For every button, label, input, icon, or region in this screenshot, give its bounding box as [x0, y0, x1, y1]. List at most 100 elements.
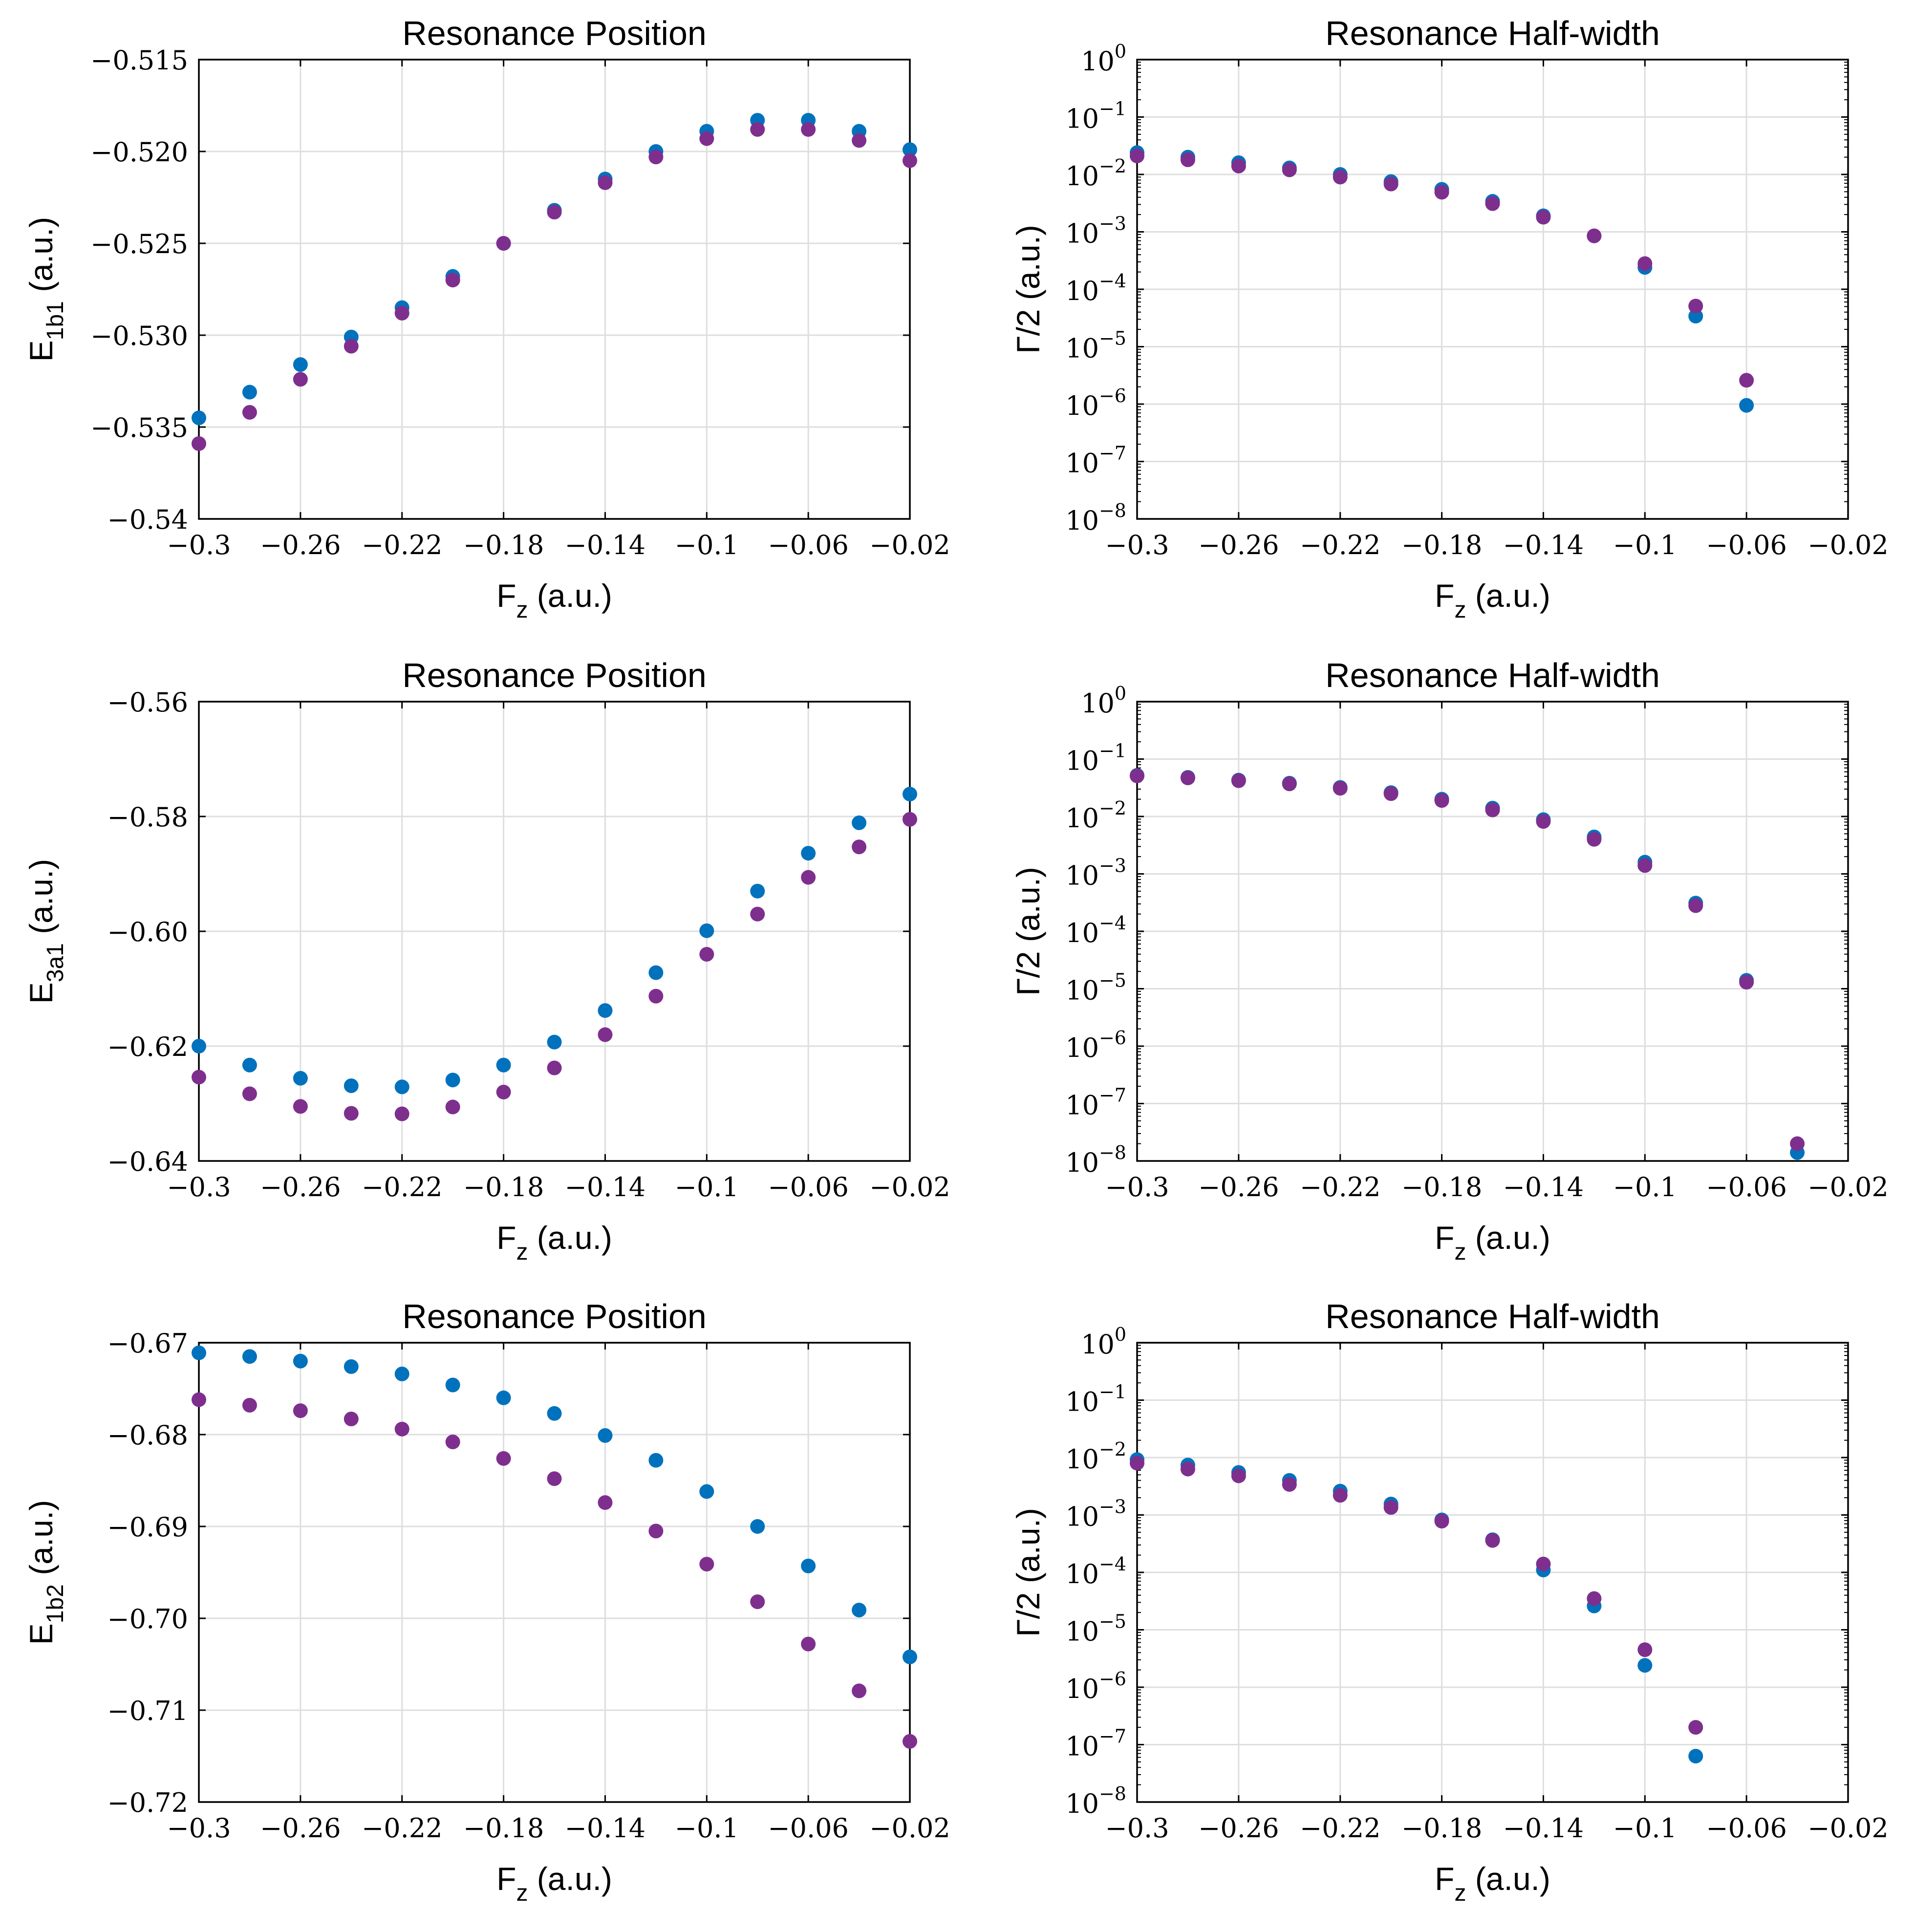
data-point-purple	[1383, 1500, 1399, 1515]
data-point-purple	[699, 1557, 714, 1572]
data-point-purple	[1282, 1477, 1297, 1492]
y-tick-label: −0.58	[108, 802, 188, 833]
y-axis-label-unit: (a.u.)	[23, 1500, 59, 1584]
y-tick-label: 10−4	[1065, 270, 1126, 306]
x-tick-label: −0.26	[260, 1172, 341, 1202]
chart-title: Resonance Half-width	[1325, 14, 1660, 52]
x-axis-label: Fz (a.u.)	[1435, 578, 1550, 623]
x-tick-label: −0.26	[1198, 1172, 1279, 1202]
y-tick-base: 10	[1065, 1444, 1099, 1475]
data-point-purple	[496, 1085, 511, 1099]
x-tick-label: −0.3	[1105, 1813, 1169, 1844]
data-point-purple	[496, 1451, 511, 1466]
data-point-purple	[699, 947, 714, 962]
x-tick-label: −0.1	[1613, 530, 1677, 560]
x-tick-label: −0.1	[675, 1172, 739, 1202]
y-tick-label: 10−2	[1065, 1438, 1126, 1475]
data-point-blue	[192, 1345, 206, 1360]
chart-panel-6: −0.3 −0.26 −0.22 −0.18 −0.14 −0.1 −0.06 −0.02 10…	[1010, 1297, 1889, 1906]
y-tick-label: −0.67	[108, 1328, 188, 1359]
data-point-purple	[1333, 1488, 1348, 1503]
y-tick-exponent: −8	[1099, 1142, 1126, 1163]
data-point-purple	[394, 1106, 409, 1121]
y-tick-label: 10−1	[1065, 1381, 1126, 1417]
chart-panel-1: −0.3 −0.26 −0.22 −0.18 −0.14 −0.1 −0.06 −0.02 −0…	[23, 14, 950, 623]
x-axis-label-unit: (a.u.)	[528, 578, 612, 614]
data-point-purple	[1485, 196, 1500, 211]
data-point-purple	[1282, 162, 1297, 177]
x-tick-label: −0.3	[167, 1813, 231, 1844]
x-tick-label: −0.06	[768, 1813, 848, 1844]
y-tick-base: 10	[1065, 803, 1099, 834]
y-tick-label: −0.69	[108, 1512, 188, 1543]
data-point-purple	[242, 1397, 257, 1413]
x-tick-label: −0.3	[167, 1172, 231, 1202]
y-tick-base: 10	[1065, 860, 1099, 891]
y-axis-label: Γ/2 (a.u.)	[1010, 1508, 1046, 1637]
x-axis-label-unit: (a.u.)	[1466, 1861, 1550, 1897]
data-point-purple	[1688, 898, 1703, 913]
y-tick-label: 10−3	[1065, 1496, 1126, 1532]
y-tick-base: 10	[1065, 1559, 1099, 1589]
data-point-blue	[344, 1359, 359, 1374]
y-tick-label: −0.515	[90, 45, 188, 76]
x-tick-label: −0.3	[1105, 530, 1169, 560]
x-axis-label-unit: (a.u.)	[1466, 578, 1550, 614]
data-point-blue	[801, 1558, 816, 1573]
x-tick-label: −0.26	[1198, 1813, 1279, 1844]
x-tick-label: −0.06	[1706, 1172, 1786, 1202]
y-tick-base: 10	[1065, 1147, 1099, 1178]
y-axis-label-main: E	[23, 340, 59, 362]
y-axis-label-main: E	[23, 982, 59, 1004]
data-point-purple	[547, 205, 562, 220]
y-tick-label: 10−8	[1065, 1783, 1126, 1819]
y-tick-base: 10	[1065, 104, 1099, 134]
x-tick-label: −0.22	[1300, 1172, 1380, 1202]
y-tick-exponent: −7	[1099, 443, 1126, 464]
chart-panel-2: −0.3 −0.26 −0.22 −0.18 −0.14 −0.1 −0.06 −0.02 10…	[1010, 14, 1889, 623]
y-axis-label: Γ/2 (a.u.)	[1010, 225, 1046, 354]
y-tick-label: 100	[1081, 683, 1126, 719]
x-axis-label-main: F	[496, 578, 516, 614]
y-tick-base: 10	[1065, 975, 1099, 1006]
y-tick-label: −0.62	[108, 1031, 188, 1062]
data-point-blue	[648, 1453, 664, 1468]
data-point-purple	[394, 305, 409, 321]
y-tick-label: 10−6	[1065, 1668, 1126, 1704]
y-tick-exponent: −1	[1099, 1381, 1126, 1403]
data-point-purple	[1282, 776, 1297, 792]
data-point-purple	[1688, 1720, 1703, 1735]
data-point-purple	[648, 150, 664, 165]
data-point-purple	[1231, 158, 1246, 173]
x-tick-label: −0.18	[1401, 1813, 1482, 1844]
y-tick-label: 10−1	[1065, 98, 1126, 134]
data-point-purple	[1180, 1461, 1195, 1477]
x-tick-label: −0.26	[260, 1813, 341, 1844]
y-tick-label: −0.71	[108, 1696, 188, 1726]
data-point-blue	[852, 1603, 867, 1618]
data-point-blue	[598, 1003, 613, 1018]
data-point-purple	[1485, 1533, 1500, 1548]
y-tick-label: −0.520	[90, 137, 188, 168]
data-point-blue	[750, 883, 765, 899]
y-tick-exponent: −6	[1099, 1027, 1126, 1049]
x-tick-label: −0.22	[362, 1172, 442, 1202]
y-axis-label: E1b2 (a.u.)	[23, 1500, 68, 1645]
data-point-blue	[293, 1071, 308, 1086]
y-tick-base: 10	[1065, 1674, 1099, 1704]
data-point-purple	[1637, 858, 1653, 873]
chart-panel-3: −0.3 −0.26 −0.22 −0.18 −0.14 −0.1 −0.06 −0.02 −0…	[23, 656, 950, 1265]
data-point-blue	[598, 1428, 613, 1443]
y-tick-exponent: −4	[1099, 1553, 1126, 1575]
x-tick-label: −0.06	[768, 1172, 848, 1202]
y-tick-base: 10	[1065, 333, 1099, 364]
data-point-blue	[496, 1057, 511, 1073]
y-axis-label: E3a1 (a.u.)	[23, 859, 68, 1004]
data-point-purple	[699, 131, 714, 146]
y-tick-exponent: −5	[1099, 1611, 1126, 1632]
data-point-purple	[1688, 299, 1703, 314]
data-point-purple	[1587, 1591, 1602, 1606]
data-point-purple	[394, 1421, 409, 1437]
y-axis-label: Γ/2 (a.u.)	[1010, 867, 1046, 996]
y-tick-exponent: −3	[1099, 213, 1126, 235]
